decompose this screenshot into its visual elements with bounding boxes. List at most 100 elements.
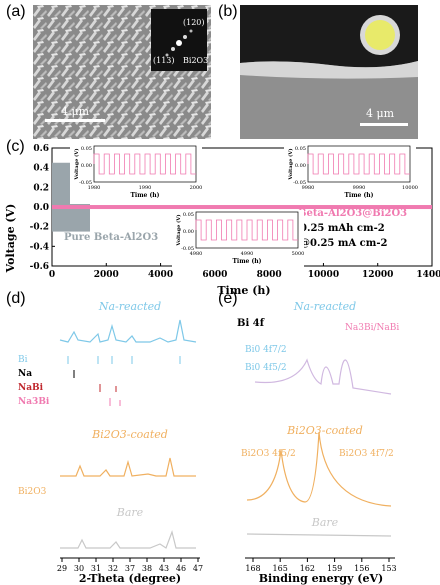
c-ytick-4: 0.2 [33, 183, 49, 193]
svg-text:-0.05: -0.05 [79, 180, 92, 186]
d-bare-curve [60, 529, 196, 549]
svg-text:0.05: 0.05 [81, 146, 92, 152]
d-legend-nabi: NaBi [18, 383, 44, 393]
e-annot-bi2o3-52: Bi2O3 4f5/2 [241, 449, 296, 459]
label-c: (c) [6, 138, 25, 155]
svg-text:0.00: 0.00 [295, 163, 306, 169]
d-xlabel: 2-Theta (degree) [79, 572, 181, 585]
e-xtick-2: 162 [300, 564, 315, 573]
svg-text:-0.05: -0.05 [293, 180, 306, 186]
svg-text:Voltage (V): Voltage (V) [287, 148, 294, 180]
d-legend-na3bi: Na3Bi [18, 397, 50, 407]
c-xlabel: Time (h) [217, 284, 270, 296]
d-xtick-5: 38 [142, 564, 152, 573]
svg-text:5000: 5000 [292, 251, 305, 257]
panel-a: (120) (113) Bi2O3 4 μm [33, 5, 211, 139]
e-title: Bi 4f [237, 318, 265, 329]
label-b: (b) [218, 3, 238, 20]
d-xtick-7: 46 [176, 564, 186, 573]
label-a: (a) [6, 3, 26, 20]
e-coated-curve [246, 431, 392, 507]
d-legend-bi2o3: Bi2O3 [18, 487, 47, 497]
svg-text:Time (h): Time (h) [130, 192, 159, 199]
d-xtick-8: 47 [193, 564, 203, 573]
c-xtick-3: 6000 [202, 270, 227, 280]
sem-image-b: 4 μm [240, 5, 418, 139]
svg-text:0.00: 0.00 [81, 163, 92, 169]
d-xtick-0: 29 [57, 564, 67, 573]
scale-bar-a: 4 μm [61, 105, 90, 118]
d-trace-na-reacted: Na-reacted [98, 300, 161, 313]
svg-text:4980: 4980 [190, 251, 203, 257]
e-annot-na3bi: Na3Bi/NaBi [345, 323, 399, 333]
e-annot-bi0-72: Bi0 4f7/2 [245, 345, 287, 355]
d-coated-curve [60, 457, 196, 477]
d-xtick-2: 31 [91, 564, 101, 573]
svg-text:9980: 9980 [302, 185, 315, 191]
e-annot-bi0-52: Bi0 4f5/2 [245, 363, 287, 373]
sem-image-a: (120) (113) Bi2O3 4 μm [33, 5, 211, 139]
inset-compound: Bi2O3 [183, 56, 208, 65]
svg-text:9990: 9990 [353, 185, 366, 191]
c-ytick-5: 0.4 [33, 164, 49, 174]
e-trace-coated: Bi2O3-coated [286, 424, 363, 437]
e-xtick-0: 168 [245, 564, 260, 573]
c-current: @0.25 mA cm-2 [300, 238, 387, 249]
e-xlabel: Binding energy (eV) [259, 572, 384, 585]
svg-text:1980: 1980 [88, 185, 101, 191]
c-xtick-7: 14000 [416, 270, 440, 280]
d-xtick-1: 30 [74, 564, 84, 573]
d-na-reacted-curve [59, 319, 197, 343]
svg-text:2000: 2000 [190, 185, 203, 191]
inset-plane-120: (120) [183, 18, 205, 27]
svg-text:10000: 10000 [402, 185, 418, 191]
panel-b: 4 μm [240, 5, 418, 139]
d-trace-bare: Bare [116, 506, 144, 519]
e-xtick-5: 153 [381, 564, 396, 573]
d-legend-bi: Bi [18, 355, 28, 365]
c-pure-label: Pure Beta-Al2O3 [64, 232, 158, 243]
d-trace-coated: Bi2O3-coated [91, 428, 168, 441]
e-xtick-3: 159 [327, 564, 342, 573]
e-trace-na-reacted: Na-reacted [293, 300, 356, 313]
c-xtick-0: 0 [49, 270, 55, 280]
panel-e-chart: Bi 4f Na-reacted Bi0 4f7/2 Bi0 4f5/2 Na3… [237, 300, 399, 585]
d-xtick-3: 32 [108, 564, 118, 573]
inset-plane-113: (113) [153, 56, 175, 65]
e-na-reacted-curve [254, 358, 392, 395]
svg-text:0.05: 0.05 [295, 146, 306, 152]
scale-bar-b: 4 μm [366, 107, 395, 120]
svg-text:-0.05: -0.05 [181, 246, 194, 252]
d-xtick-6: 43 [159, 564, 169, 573]
svg-text:Time (h): Time (h) [344, 192, 373, 199]
e-trace-bare: Bare [311, 516, 339, 529]
svg-text:Voltage (V): Voltage (V) [175, 214, 182, 246]
c-xtick-5: 10000 [308, 270, 339, 280]
svg-text:Voltage (V): Voltage (V) [73, 148, 80, 180]
panel-d-chart: Na-reacted Bi Na NaBi Na3Bi Bi2O3-coated… [18, 300, 203, 585]
svg-text:0.05: 0.05 [183, 212, 194, 218]
c-ylabel: Voltage (V) [4, 204, 17, 274]
c-capacity: 0.25 mAh cm-2 [300, 223, 385, 234]
c-coated-label: Beta-Al2O3@Bi2O3 [298, 208, 407, 219]
c-xtick-4: 8000 [257, 270, 282, 280]
c-ytick-6: 0.6 [33, 144, 49, 154]
label-e: (e) [218, 290, 238, 307]
c-ytick-1: -0.4 [30, 242, 49, 252]
svg-text:1990: 1990 [139, 185, 152, 191]
c-ytick-0: -0.6 [30, 262, 49, 272]
e-xtick-4: 156 [354, 564, 369, 573]
c-series-coated [52, 205, 432, 210]
e-xtick-1: 165 [273, 564, 288, 573]
svg-text:4990: 4990 [241, 251, 254, 257]
label-d: (d) [6, 290, 26, 307]
d-legend-na: Na [18, 369, 32, 379]
panel-c-chart: 0 2000 4000 6000 8000 10000 12000 14000 -0.6 -0.4… [4, 144, 440, 296]
c-xtick-2: 4000 [148, 270, 173, 280]
c-ytick-2: -0.2 [30, 223, 49, 233]
e-bare-curve [246, 533, 392, 537]
c-xtick-1: 2000 [94, 270, 119, 280]
c-xtick-6: 12000 [362, 270, 393, 280]
